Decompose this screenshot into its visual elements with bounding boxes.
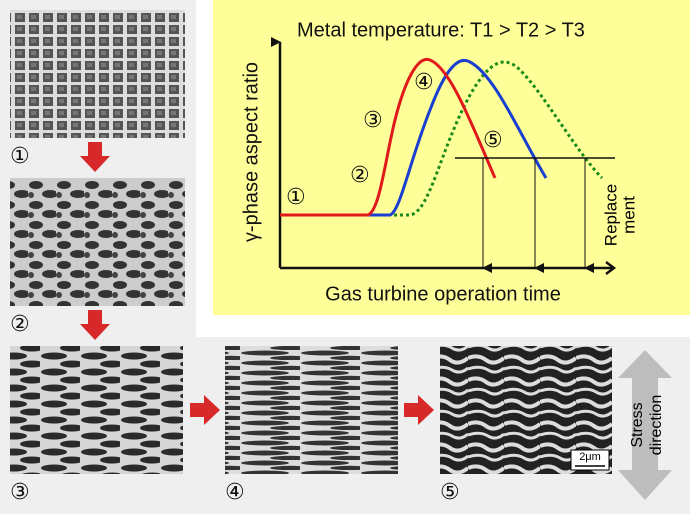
scale-bar-box: [570, 449, 610, 471]
x-axis-head: [605, 261, 617, 275]
flow-arrow: [190, 395, 220, 425]
chart-title: Metal temperature: T1 > T2 > T3: [297, 19, 585, 41]
curve-t1: [280, 57, 497, 217]
micrograph-label: ③: [10, 479, 30, 504]
stress-arrow: [618, 350, 672, 500]
curve-stage-label: ①: [286, 184, 306, 209]
micrograph: [10, 178, 185, 306]
micrograph-label: ①: [10, 143, 30, 168]
stress-label: Stress: [629, 402, 646, 447]
curve-stage-label: ③: [363, 107, 383, 132]
curve-t3: [280, 60, 604, 217]
micrograph-label: ②: [10, 311, 30, 336]
curve-stage-label: ④: [414, 69, 434, 94]
flow-arrow: [80, 142, 110, 172]
x-axis-label: Gas turbine operation time: [325, 283, 561, 305]
micrograph: [10, 10, 185, 138]
stress-label: direction: [648, 395, 665, 455]
micrograph-label: ⑤: [440, 479, 460, 504]
micrograph-label: ④: [225, 479, 245, 504]
curve-stage-label: ⑤: [483, 127, 503, 152]
micrograph: [10, 346, 183, 474]
curve-stage-label: ②: [350, 162, 370, 187]
flow-arrow: [80, 310, 110, 340]
replacement-label: ment: [619, 196, 638, 234]
y-axis-label: γ-phase aspect ratio: [240, 62, 262, 242]
micrograph: [225, 346, 398, 474]
flow-arrow: [404, 395, 434, 425]
curve-t2: [280, 58, 548, 217]
replacement-label: Replace: [601, 184, 620, 246]
scale-bar-label: 2μm: [579, 451, 601, 463]
